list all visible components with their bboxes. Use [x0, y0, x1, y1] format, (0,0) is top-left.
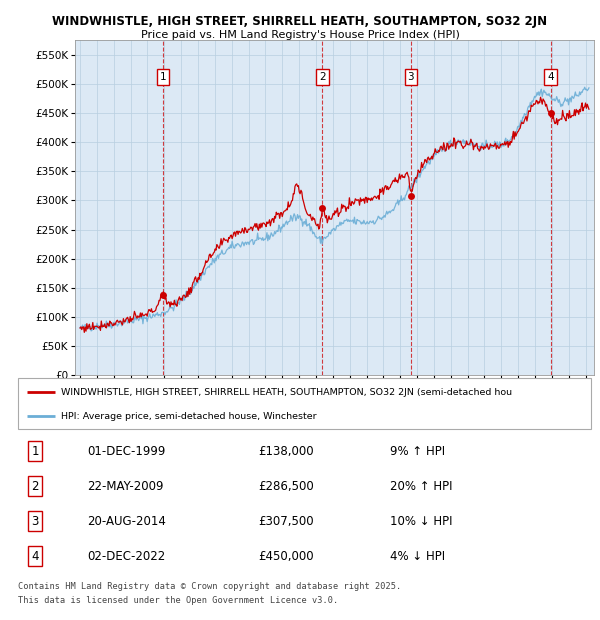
- Text: 4: 4: [31, 549, 39, 562]
- Text: £450,000: £450,000: [259, 549, 314, 562]
- Text: 4% ↓ HPI: 4% ↓ HPI: [391, 549, 446, 562]
- Text: 10% ↓ HPI: 10% ↓ HPI: [391, 515, 453, 528]
- FancyBboxPatch shape: [18, 378, 591, 429]
- Text: 20-AUG-2014: 20-AUG-2014: [87, 515, 166, 528]
- Text: 2: 2: [31, 480, 39, 493]
- Text: 02-DEC-2022: 02-DEC-2022: [87, 549, 165, 562]
- Text: WINDWHISTLE, HIGH STREET, SHIRRELL HEATH, SOUTHAMPTON, SO32 2JN (semi-detached h: WINDWHISTLE, HIGH STREET, SHIRRELL HEATH…: [61, 388, 512, 397]
- Text: 1: 1: [31, 445, 39, 458]
- Text: 4: 4: [547, 72, 554, 82]
- Text: 3: 3: [32, 515, 39, 528]
- Text: £286,500: £286,500: [259, 480, 314, 493]
- Text: 1: 1: [160, 72, 166, 82]
- Text: WINDWHISTLE, HIGH STREET, SHIRRELL HEATH, SOUTHAMPTON, SO32 2JN: WINDWHISTLE, HIGH STREET, SHIRRELL HEATH…: [52, 16, 548, 29]
- Text: 3: 3: [407, 72, 414, 82]
- Text: HPI: Average price, semi-detached house, Winchester: HPI: Average price, semi-detached house,…: [61, 412, 317, 421]
- Text: 9% ↑ HPI: 9% ↑ HPI: [391, 445, 446, 458]
- Text: Contains HM Land Registry data © Crown copyright and database right 2025.: Contains HM Land Registry data © Crown c…: [18, 582, 401, 591]
- Text: Price paid vs. HM Land Registry's House Price Index (HPI): Price paid vs. HM Land Registry's House …: [140, 30, 460, 40]
- Text: 2: 2: [319, 72, 326, 82]
- Text: 20% ↑ HPI: 20% ↑ HPI: [391, 480, 453, 493]
- Text: 22-MAY-2009: 22-MAY-2009: [87, 480, 163, 493]
- Text: This data is licensed under the Open Government Licence v3.0.: This data is licensed under the Open Gov…: [18, 596, 338, 606]
- Text: £138,000: £138,000: [259, 445, 314, 458]
- Text: £307,500: £307,500: [259, 515, 314, 528]
- Text: 01-DEC-1999: 01-DEC-1999: [87, 445, 165, 458]
